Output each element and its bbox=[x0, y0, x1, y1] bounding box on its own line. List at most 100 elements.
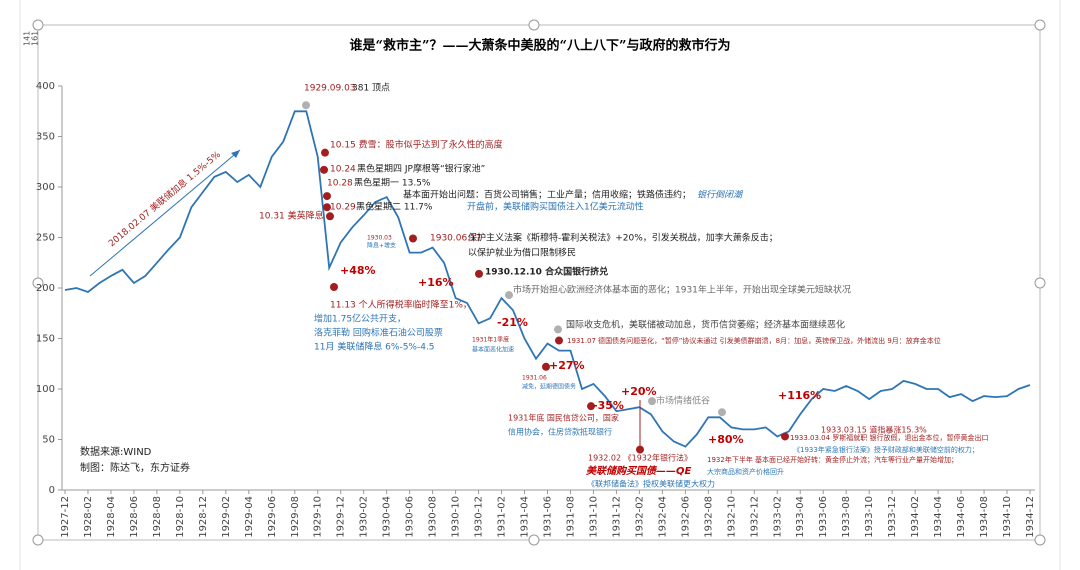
event-marker bbox=[587, 402, 595, 411]
annotation: 11.13 个人所得税率临时降至1%， bbox=[330, 299, 472, 311]
x-tick-label: 1931-10 bbox=[588, 496, 599, 538]
annotation: +48% bbox=[340, 264, 376, 277]
event-marker bbox=[409, 234, 417, 243]
x-tick-label: 1928-12 bbox=[198, 496, 209, 538]
y-tick-label: 200 bbox=[36, 283, 55, 294]
annotation: 大宗商品和资产价格回升 bbox=[707, 467, 784, 476]
x-tick-label: 1930-02 bbox=[359, 496, 370, 538]
chart-title: 谁是“救市主”？——大萧条中美股的“八上八下”与政府的救市行为 bbox=[350, 38, 731, 54]
annotation: 11月 美联储降息 6%-5%-4.5 bbox=[314, 341, 435, 353]
x-tick-label: 1930-10 bbox=[451, 496, 462, 538]
annotation: 1929.09.03 bbox=[304, 84, 356, 94]
x-tick-label: 1928-02 bbox=[83, 496, 94, 538]
annotation: 1933.03.04 罗斯福就职 银行放假，退出金本位，暂停黄金出口 bbox=[790, 433, 989, 442]
y-tick-label: 0 bbox=[49, 485, 55, 496]
x-tick-label: 1930-12 bbox=[474, 496, 485, 538]
annotation: 1930.03 bbox=[367, 235, 392, 242]
annotation: 1931.07 德国债务问题恶化，“暂停”协议未通过 引发美债群崩溃，8月：加息… bbox=[567, 336, 941, 345]
y-tick-label: 250 bbox=[36, 233, 55, 244]
annotation: 1932年下半年 基本面已经开始好转：黄金停止外流；汽车等行业产量开始增加； bbox=[707, 455, 958, 464]
annotation: -35% bbox=[593, 399, 624, 412]
annotation: 保护主义法案《斯穆特-霍利关税法》+20%，引发关税战，加李大萧条反击； bbox=[468, 232, 778, 244]
event-marker bbox=[326, 212, 334, 221]
annotation: +80% bbox=[708, 433, 744, 446]
annotation: 1930.06.17 bbox=[430, 234, 482, 244]
x-tick-label: 1934-12 bbox=[1025, 496, 1036, 538]
x-tick-label: 1932-12 bbox=[749, 496, 760, 538]
event-marker bbox=[648, 397, 656, 406]
annotation: 数据来源:WIND bbox=[80, 445, 152, 458]
event-marker bbox=[321, 148, 329, 157]
annotation: 黑色星期二 11.7% bbox=[356, 201, 433, 213]
y-tick-label: 350 bbox=[36, 132, 55, 143]
annotation: 制图：陈达飞，东方证券 bbox=[80, 461, 190, 474]
annotation: 1931年1季度 bbox=[472, 336, 509, 344]
x-tick-label: 1928-08 bbox=[152, 496, 163, 538]
x-tick-label: 1933-04 bbox=[795, 496, 806, 538]
annotation: 美联储购买国债——QE bbox=[586, 465, 692, 477]
x-tick-label: 1931-06 bbox=[543, 496, 554, 538]
annotation: 降息+增支 bbox=[367, 242, 396, 250]
annotation: 1930.12.10 合众国银行挤兑 bbox=[485, 266, 608, 278]
event-marker bbox=[718, 408, 726, 417]
sheet-grid bbox=[19, 0, 1061, 570]
x-tick-label: 1931-04 bbox=[520, 496, 531, 538]
x-tick-label: 1934-02 bbox=[910, 496, 921, 538]
x-tick-label: 1929-08 bbox=[290, 496, 301, 538]
event-marker bbox=[505, 291, 513, 300]
annotation: +116% bbox=[778, 389, 821, 402]
y-tick-label: 300 bbox=[36, 182, 55, 193]
annotation: 基本面开始出问题：百货公司销售；工业产量；信用收缩；铁路债违约； bbox=[403, 189, 691, 201]
x-tick-label: 1929-06 bbox=[267, 496, 278, 538]
x-tick-label: 1927-12 bbox=[60, 496, 71, 538]
x-tick-label: 1928-06 bbox=[129, 496, 140, 538]
x-tick-label: 1932-06 bbox=[680, 496, 691, 538]
x-tick-label: 1930-04 bbox=[382, 496, 393, 538]
annotation: 10.28 bbox=[327, 179, 353, 189]
annotation: 黑色星期一 13.5% bbox=[354, 177, 431, 189]
x-tick-label: 1929-10 bbox=[313, 496, 324, 538]
event-marker bbox=[302, 101, 310, 110]
x-tick-label: 1932-08 bbox=[703, 496, 714, 538]
y-tick-label: 100 bbox=[36, 384, 55, 395]
x-tick-label: 1933-10 bbox=[864, 496, 875, 538]
event-marker bbox=[323, 203, 331, 212]
annotation: 《1933年紧急银行法案》授予财政部和美联储空前的权力； bbox=[793, 445, 979, 454]
x-tick-label: 1934-10 bbox=[1002, 496, 1013, 538]
x-tick-label: 1929-02 bbox=[221, 496, 232, 538]
annotation: 1933.03.15 道指暴涨15.3% bbox=[821, 425, 927, 435]
annotation: 《联邦储备法》授权美联储更大权力 bbox=[587, 479, 715, 489]
event-marker bbox=[781, 432, 789, 441]
event-marker bbox=[330, 282, 338, 291]
x-tick-label: 1933-02 bbox=[772, 496, 783, 538]
annotation: +16% bbox=[418, 276, 454, 289]
arrow-head bbox=[231, 150, 240, 158]
annotation: 381 顶点 bbox=[352, 83, 390, 94]
price-line bbox=[64, 110, 1031, 448]
annotation: 减免，延期德国债务 bbox=[522, 383, 576, 391]
annotation: 2018.02.07 美联储加息 1.5%-5% bbox=[106, 148, 223, 249]
row-label: 141 bbox=[23, 31, 32, 46]
event-marker bbox=[320, 165, 328, 174]
x-tick-label: 1928-10 bbox=[175, 496, 186, 538]
annotation: 10.15 费雪：股市似乎达到了永久性的高度 bbox=[330, 139, 503, 151]
selection-handles bbox=[32, 19, 1046, 546]
event-marker bbox=[475, 269, 483, 278]
annotation: 10.31 美英降息 bbox=[259, 210, 324, 222]
annotation: +27% bbox=[549, 359, 585, 372]
annotation: 1931年底 国民信贷公司，国家 bbox=[508, 413, 619, 423]
x-tick-label: 1934-06 bbox=[956, 496, 967, 538]
annotation: 信用协会，住房贷款抵现银行 bbox=[508, 427, 612, 437]
annotation: 开盘前，美联储购买国债注入1亿美元流动性 bbox=[467, 201, 644, 213]
y-tick-label: 400 bbox=[36, 81, 55, 92]
annotation: 基本面恶化加速 bbox=[472, 346, 514, 354]
annotation: 10.29 bbox=[330, 203, 356, 213]
row-label: 161 bbox=[31, 31, 40, 46]
annotation: 增加1.75亿公共开支， bbox=[314, 313, 406, 325]
x-tick-label: 1931-12 bbox=[611, 496, 622, 538]
x-tick-label: 1933-08 bbox=[841, 496, 852, 538]
annotation: 10.24 bbox=[330, 165, 356, 175]
x-tick-label: 1934-04 bbox=[933, 496, 944, 538]
x-tick-label: 1929-12 bbox=[336, 496, 347, 538]
